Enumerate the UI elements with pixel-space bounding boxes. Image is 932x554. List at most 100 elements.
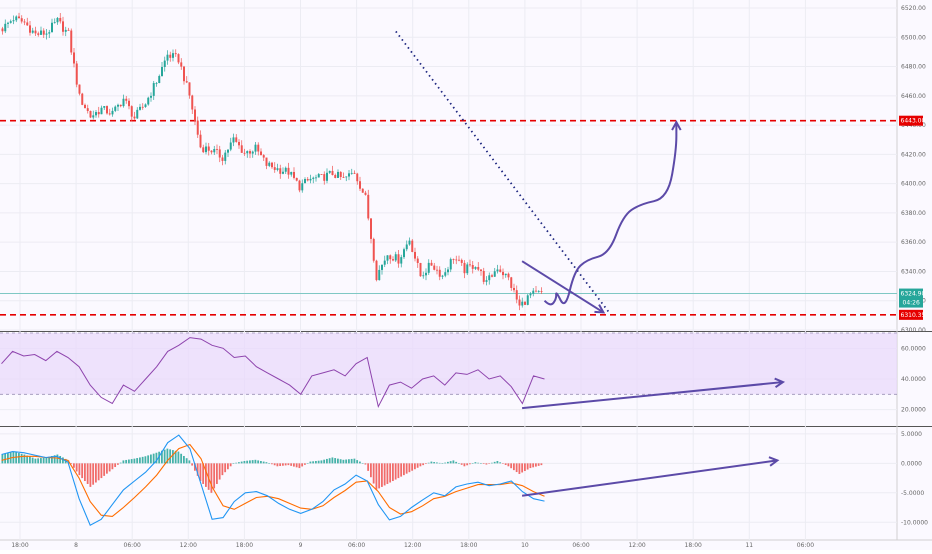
candle-body bbox=[474, 266, 477, 269]
candle bbox=[26, 17, 29, 26]
candle bbox=[471, 261, 474, 274]
candle-body bbox=[535, 290, 537, 292]
candle-body bbox=[458, 259, 460, 261]
candle bbox=[180, 58, 183, 70]
candle bbox=[455, 255, 458, 265]
candle bbox=[262, 154, 265, 162]
candle-body bbox=[427, 262, 430, 273]
candle-body bbox=[326, 172, 328, 181]
candle-body bbox=[268, 162, 271, 166]
histogram-bar bbox=[331, 457, 334, 464]
candle-body bbox=[136, 109, 139, 119]
candle bbox=[389, 254, 392, 264]
histogram-bar bbox=[524, 463, 526, 472]
candle bbox=[246, 150, 249, 158]
candle bbox=[249, 149, 251, 159]
histogram-bar bbox=[301, 463, 304, 467]
candle bbox=[378, 265, 381, 281]
time-tick-label: 18:00 bbox=[460, 542, 477, 549]
macd-histogram bbox=[1, 448, 543, 493]
candle bbox=[147, 96, 150, 106]
histogram-bar bbox=[232, 463, 235, 464]
candle-body bbox=[414, 251, 416, 259]
candle-body bbox=[75, 63, 78, 85]
candle bbox=[12, 15, 15, 25]
candle-body bbox=[331, 170, 334, 175]
histogram-bar bbox=[480, 463, 482, 464]
candle-body bbox=[95, 112, 97, 116]
histogram-bar bbox=[378, 463, 381, 489]
candle bbox=[161, 61, 163, 77]
candle bbox=[23, 18, 26, 26]
candle bbox=[172, 49, 174, 62]
candle-body bbox=[513, 287, 515, 291]
candle-body bbox=[405, 244, 408, 250]
time-tick-label: 06:00 bbox=[348, 542, 365, 549]
candle bbox=[136, 107, 139, 119]
candle bbox=[122, 94, 125, 108]
candle-body bbox=[207, 146, 210, 151]
histogram-bar bbox=[169, 449, 172, 464]
histogram-bar bbox=[108, 463, 111, 472]
candle bbox=[320, 174, 323, 175]
candle bbox=[271, 161, 273, 169]
histogram-bar bbox=[31, 457, 34, 464]
candle bbox=[315, 174, 317, 182]
candle bbox=[284, 166, 287, 175]
candle bbox=[521, 297, 524, 308]
candle bbox=[125, 95, 128, 104]
candle bbox=[480, 269, 482, 276]
candle-body bbox=[163, 60, 166, 67]
price-tick-label: 6300.00 bbox=[901, 327, 926, 334]
candle bbox=[477, 262, 480, 272]
candle bbox=[348, 169, 350, 181]
candle bbox=[166, 50, 169, 65]
histogram-bar bbox=[26, 455, 29, 464]
histogram-bar bbox=[460, 463, 463, 465]
candle bbox=[117, 103, 119, 112]
candle-body bbox=[70, 30, 73, 53]
histogram-bar bbox=[466, 463, 469, 466]
candle bbox=[196, 116, 199, 138]
histogram-bar bbox=[312, 461, 315, 464]
histogram-bar bbox=[320, 460, 323, 464]
candle-body bbox=[422, 275, 425, 277]
candle-body bbox=[53, 22, 56, 24]
histogram-bar bbox=[537, 463, 540, 466]
candle-body bbox=[320, 174, 323, 175]
histogram-bar bbox=[485, 463, 488, 465]
histogram-bar bbox=[95, 463, 97, 483]
histogram-bar bbox=[458, 463, 460, 464]
candle bbox=[532, 288, 535, 297]
candle-body bbox=[100, 107, 103, 115]
candle bbox=[279, 164, 282, 179]
histogram-bar bbox=[279, 463, 282, 467]
candle-body bbox=[364, 192, 367, 195]
time-tick-label: 12:00 bbox=[628, 542, 645, 549]
price-tick-label: 6480.00 bbox=[901, 64, 926, 71]
histogram-bar bbox=[194, 463, 196, 471]
candle-body bbox=[356, 173, 359, 182]
histogram-bar bbox=[133, 458, 136, 464]
candle-body bbox=[359, 181, 361, 189]
candle-body bbox=[218, 149, 221, 158]
candle-body bbox=[502, 271, 504, 276]
time-tick-label: 12:00 bbox=[404, 542, 421, 549]
candle-body bbox=[444, 272, 447, 276]
histogram-bar bbox=[436, 462, 438, 464]
histogram-bar bbox=[482, 463, 485, 464]
candle-body bbox=[350, 172, 353, 174]
candle bbox=[59, 13, 62, 24]
candle-body bbox=[224, 152, 227, 161]
candle bbox=[452, 258, 455, 264]
rsi-band bbox=[0, 332, 897, 395]
candle bbox=[356, 172, 359, 185]
candle-body bbox=[37, 33, 40, 35]
candle bbox=[78, 84, 81, 96]
candle-body bbox=[515, 290, 518, 300]
candle-body bbox=[381, 264, 383, 270]
histogram-bar bbox=[172, 450, 174, 464]
candle-body bbox=[150, 95, 152, 98]
candle bbox=[141, 103, 144, 110]
histogram-bar bbox=[174, 450, 177, 464]
